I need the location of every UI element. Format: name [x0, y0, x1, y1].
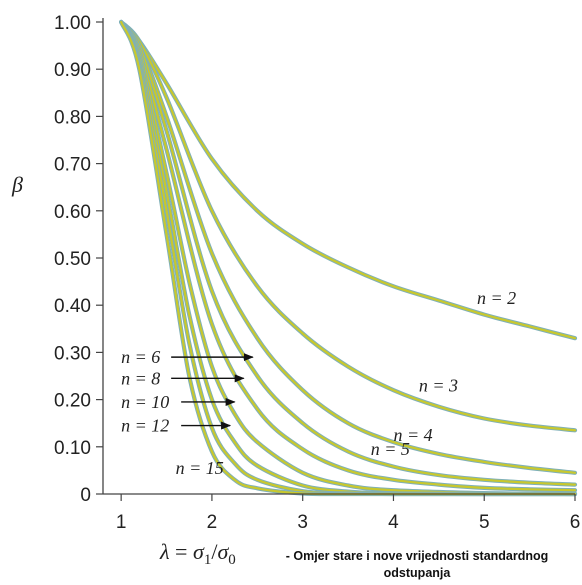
x-tick-label: 3	[297, 512, 308, 533]
curve-label: n = 4	[393, 425, 432, 445]
curve-label: n = 8	[121, 368, 160, 388]
curve-label: n = 6	[121, 347, 160, 367]
curve-edge	[119, 19, 578, 493]
curve-label: n = 3	[419, 375, 458, 395]
y-tick-label: 0	[80, 485, 91, 506]
curve-n5	[119, 19, 578, 487]
curve-line	[120, 20, 577, 474]
annotations-layer: n = 2 n = 3 n = 4n = 5 n = 6n = 8 n = 10 n = …	[121, 288, 516, 478]
curve-n3	[119, 19, 578, 433]
curve-label: n = 12	[121, 416, 169, 436]
y-tick-label: 0.80	[54, 107, 91, 128]
x-axis-caption: - Omjer stare i nove vrijednosti standar…	[285, 549, 549, 580]
y-tick-label: 0.90	[54, 60, 91, 81]
x-tick-label: 4	[388, 512, 399, 533]
y-tick-label: 0.30	[54, 343, 91, 364]
y-tick-label: 0.70	[54, 155, 91, 176]
curve-label: n = 2	[477, 288, 516, 308]
curve-line	[120, 20, 577, 492]
curve-label: n = 10	[121, 392, 169, 412]
y-tick-label: 1.00	[54, 13, 91, 34]
x-tick-label: 1	[116, 512, 127, 533]
y-tick-label: 0.20	[54, 391, 91, 412]
y-axis-label: β	[11, 172, 23, 197]
curve-line	[120, 20, 577, 432]
x-tick-label: 5	[479, 512, 490, 533]
curve-n6	[119, 19, 578, 493]
curve-line	[120, 20, 577, 496]
curves-layer	[119, 19, 578, 497]
curve-n4	[119, 19, 578, 475]
curve-n2	[119, 19, 578, 341]
curve-label: n = 5	[371, 439, 410, 459]
curve-line	[120, 20, 577, 486]
x-tick-label: 6	[570, 512, 581, 533]
y-tick-label: 0.40	[54, 296, 91, 317]
axes-layer: 0 0.10 0.20 0.30 0.40 0.50 0.60 0.70 0.80 0.90 1.0…	[54, 13, 580, 533]
y-tick-label: 0.50	[54, 249, 91, 270]
x-tick-label: 2	[207, 512, 218, 533]
curve-label: n = 15	[176, 458, 224, 478]
y-tick-label: 0.10	[54, 438, 91, 459]
x-axis-label: λ = σ1/σ0	[159, 539, 236, 568]
curve-n8	[119, 19, 578, 497]
y-tick-label: 0.60	[54, 202, 91, 223]
curve-edge	[119, 19, 578, 487]
curve-line	[120, 20, 577, 340]
